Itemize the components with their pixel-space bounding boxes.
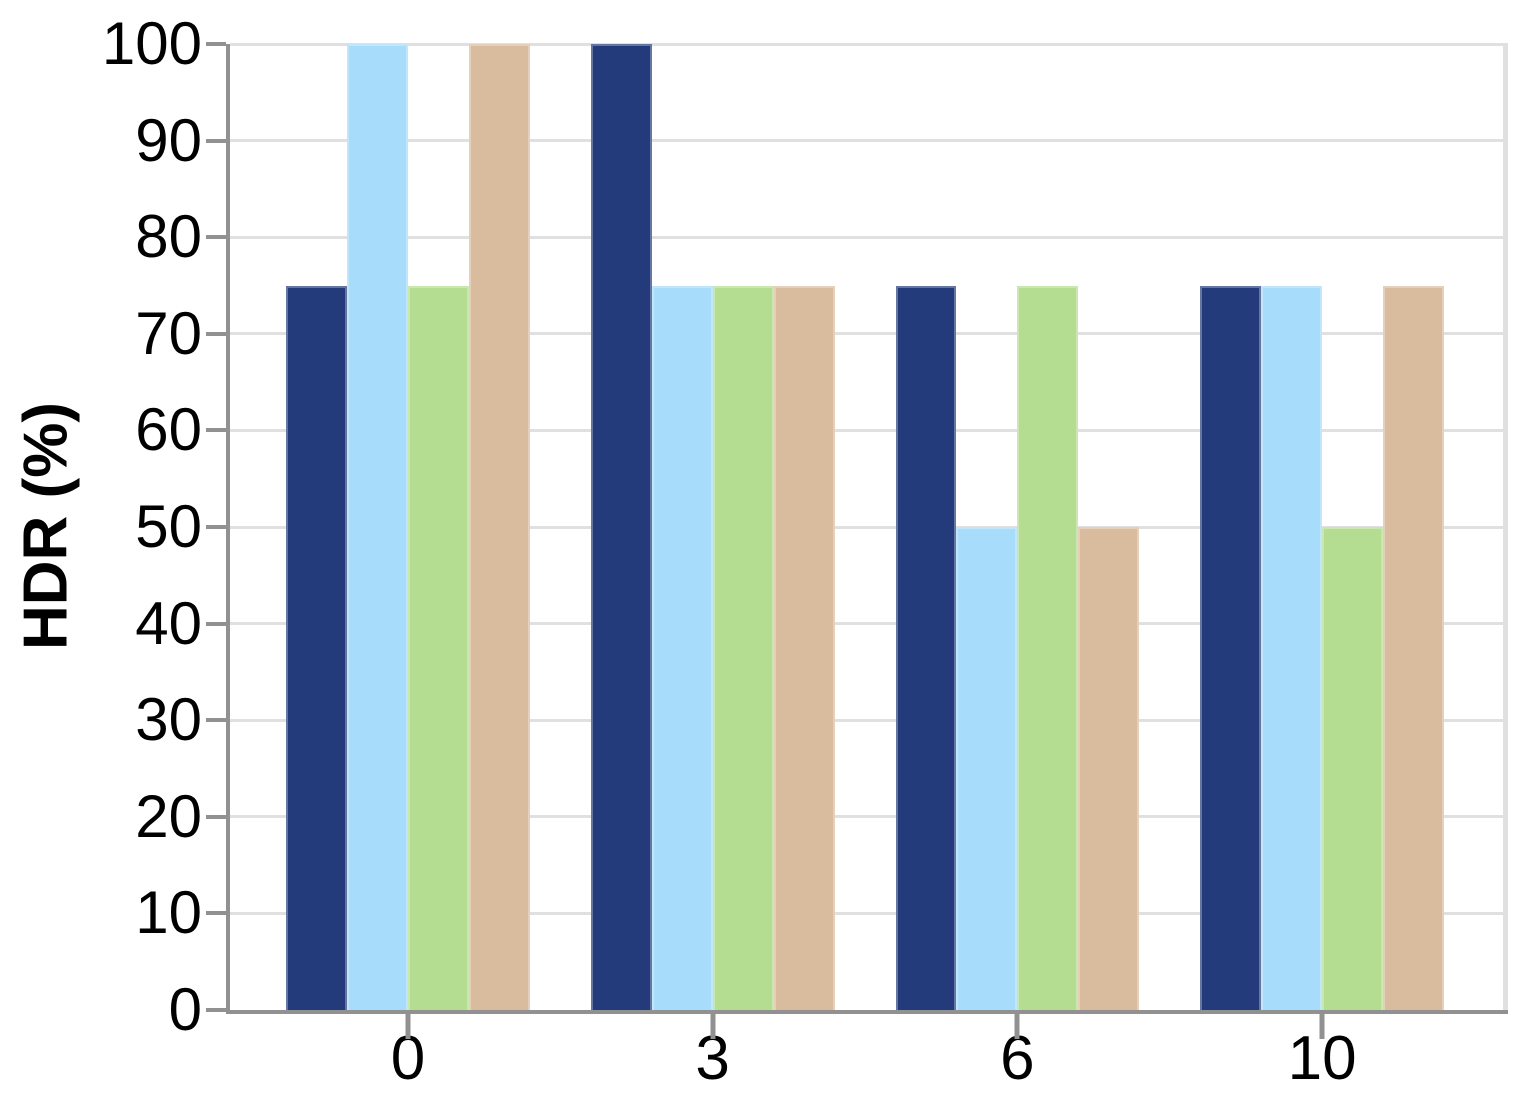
gridline xyxy=(230,815,1508,819)
bar-group xyxy=(1200,44,1444,1010)
y-axis-tick-mark xyxy=(206,525,226,529)
bars-layer xyxy=(230,44,1508,1010)
bar-navy xyxy=(895,285,957,1010)
gridline xyxy=(230,42,1508,46)
bar-light-blue xyxy=(347,44,408,1010)
y-axis-spine xyxy=(226,44,230,1014)
y-axis-tick-mark xyxy=(206,138,226,143)
gridline xyxy=(230,428,1508,432)
x-axis-tick-mark xyxy=(1014,1014,1020,1039)
y-axis-tick-value: 30 xyxy=(135,686,202,754)
gridline xyxy=(230,525,1508,529)
bar-light-blue xyxy=(651,285,713,1010)
y-axis-tick-mark xyxy=(206,331,226,336)
y-axis-tick-mark xyxy=(206,621,226,626)
bar-group xyxy=(286,44,530,1010)
ticks-layer xyxy=(206,42,1508,1039)
gridline xyxy=(230,622,1508,626)
right-spine xyxy=(1503,44,1508,1010)
bar-tan xyxy=(468,44,530,1010)
x-axis-spine xyxy=(226,1010,1508,1014)
y-axis-tick-value: 20 xyxy=(135,782,202,850)
gridline xyxy=(230,332,1508,336)
bar-light-blue xyxy=(1261,285,1323,1010)
gridline xyxy=(230,235,1508,239)
y-axis-tick-mark xyxy=(206,814,226,819)
y-axis-tick-value: 90 xyxy=(135,106,202,174)
bar-tan xyxy=(1078,527,1140,1010)
bar-light-blue xyxy=(956,527,1018,1010)
y-axis-tick-value: 80 xyxy=(135,203,202,271)
x-axis-tick-labels: 0 3 6 10 xyxy=(230,1028,1508,1108)
grid-layer xyxy=(230,42,1508,1010)
x-axis-tick-mark xyxy=(710,1014,716,1039)
y-axis-tick-value: 70 xyxy=(135,299,202,367)
bar-navy xyxy=(1200,285,1262,1010)
bar-group xyxy=(590,44,835,1010)
bar-navy xyxy=(590,44,652,1010)
y-axis-tick-value: 100 xyxy=(101,10,202,77)
y-axis-tick-mark xyxy=(206,718,226,723)
x-axis-tick-mark xyxy=(405,1014,411,1039)
bar-tan xyxy=(773,285,835,1010)
y-axis-tick-value: 0 xyxy=(168,976,202,1043)
x-axis-tick-mark xyxy=(1319,1014,1325,1039)
gridline xyxy=(230,139,1508,143)
y-axis-tick-value: 10 xyxy=(135,879,202,947)
bar-green xyxy=(1017,285,1079,1010)
bar-green xyxy=(712,285,774,1010)
y-axis-tick-mark xyxy=(206,428,226,433)
y-axis-tick-mark xyxy=(206,911,226,916)
y-axis-tick-mark xyxy=(206,235,226,240)
y-axis-tick-labels: 0 10 20 30 40 50 60 70 80 90 100 xyxy=(0,14,202,1040)
y-axis-tick-value: 40 xyxy=(135,589,202,657)
plot-area xyxy=(206,42,1508,1039)
gridline xyxy=(230,911,1508,915)
bar-navy xyxy=(286,285,347,1010)
y-axis-tick-value: 50 xyxy=(135,493,202,560)
y-axis-tick-value: 60 xyxy=(135,396,202,464)
bar-green xyxy=(1322,527,1384,1010)
gridline xyxy=(230,718,1508,722)
y-axis-tick-mark xyxy=(206,1008,226,1012)
bar-green xyxy=(407,285,469,1010)
y-axis-tick-mark xyxy=(206,42,226,46)
bar-group xyxy=(895,44,1140,1010)
bar-tan xyxy=(1383,285,1444,1010)
